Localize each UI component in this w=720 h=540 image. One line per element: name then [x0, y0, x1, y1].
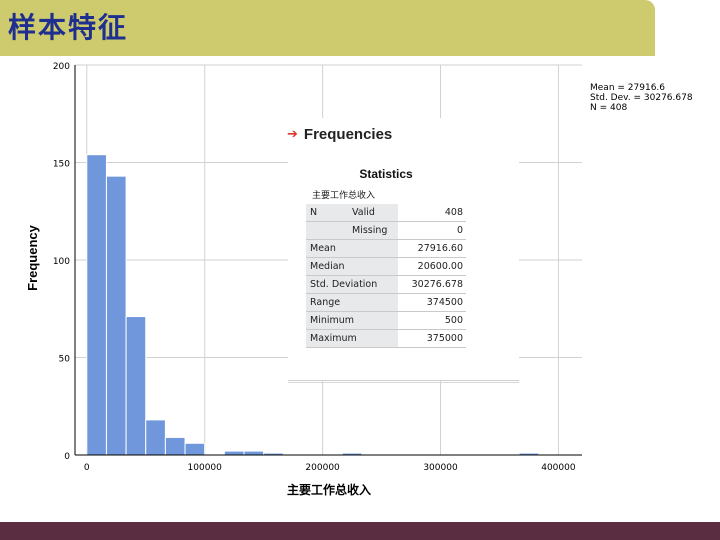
table-row: Mean 27916.60 [306, 239, 466, 258]
frequencies-title: Frequencies [303, 126, 393, 143]
n-annotation: N = 408 [590, 103, 628, 113]
table-row: Minimum 500 [306, 311, 466, 330]
table-row: Std. Deviation 30276.678 [306, 275, 466, 294]
x-tick-label: 200000 [305, 463, 340, 473]
table-row: Median 20600.00 [306, 257, 466, 276]
title-bar: 样本特征 [0, 0, 655, 56]
row-value: 375000 [398, 329, 466, 348]
row-label: Maximum [306, 329, 399, 348]
x-tick-label: 0 [84, 463, 90, 473]
footer-bar [0, 522, 720, 540]
output-panel-divider [288, 382, 519, 383]
histogram-bar [86, 154, 107, 456]
x-tick-label: 100000 [188, 463, 223, 473]
table-row: N Valid 408 [306, 204, 466, 222]
histogram-bar [145, 419, 166, 456]
row-label: Minimum [306, 311, 399, 330]
row-value: 0 [398, 221, 466, 240]
row-value: 27916.60 [398, 239, 466, 258]
y-axis-label: Frequency [25, 224, 40, 291]
histogram-bar [164, 436, 186, 456]
histogram-bar [105, 175, 127, 456]
row-label: Median [306, 257, 399, 276]
x-tick-label: 300000 [423, 463, 458, 473]
statistics-table: N Valid 408 Missing 0 Mean 27916.60 Medi… [306, 204, 466, 348]
y-tick-label: 0 [64, 452, 70, 462]
row-label: Std. Deviation [306, 275, 399, 294]
table-row: Missing 0 [306, 221, 466, 240]
row-sublabel: Valid [348, 204, 399, 222]
histogram-bar [243, 450, 265, 456]
mean-annotation: Mean = 27916.6 [590, 83, 666, 93]
chart-bars [86, 154, 540, 456]
histogram-bar [223, 450, 245, 456]
statistics-variable: 主要工作总收入 [312, 191, 376, 201]
chart-tick-labels: 0 50 100 150 200 0 100000 200000 300000 400000 [53, 62, 576, 473]
histogram-bar [125, 316, 147, 456]
slide-title: 样本特征 [8, 11, 129, 44]
table-row: Range 374500 [306, 293, 466, 312]
y-tick-label: 100 [53, 257, 70, 267]
x-axis-label: 主要工作总收入 [287, 482, 371, 497]
arrow-right-icon: ➔ [287, 127, 298, 142]
x-tick-label: 400000 [541, 463, 576, 473]
chart-axes [74, 65, 582, 456]
stddev-annotation: Std. Dev. = 30276.678 [590, 93, 693, 103]
histogram-bar [184, 442, 206, 456]
chart-stats-annotation: Mean = 27916.6 Std. Dev. = 30276.678 N =… [590, 83, 693, 113]
row-label: Range [306, 293, 399, 312]
frequencies-heading: ➔ Frequencies [287, 126, 392, 143]
statistics-title: Statistics [359, 167, 413, 181]
row-label [306, 221, 348, 240]
row-label: Mean [306, 239, 399, 258]
y-tick-label: 150 [53, 160, 70, 170]
row-value: 374500 [398, 293, 466, 312]
row-value: 30276.678 [398, 275, 466, 294]
row-value: 500 [398, 311, 466, 330]
y-tick-label: 200 [53, 62, 70, 72]
y-tick-label: 50 [59, 355, 71, 365]
row-label: N [306, 204, 348, 222]
row-sublabel: Missing [348, 221, 399, 240]
table-row: Maximum 375000 [306, 329, 466, 348]
row-value: 20600.00 [398, 257, 466, 276]
row-value: 408 [398, 204, 466, 222]
